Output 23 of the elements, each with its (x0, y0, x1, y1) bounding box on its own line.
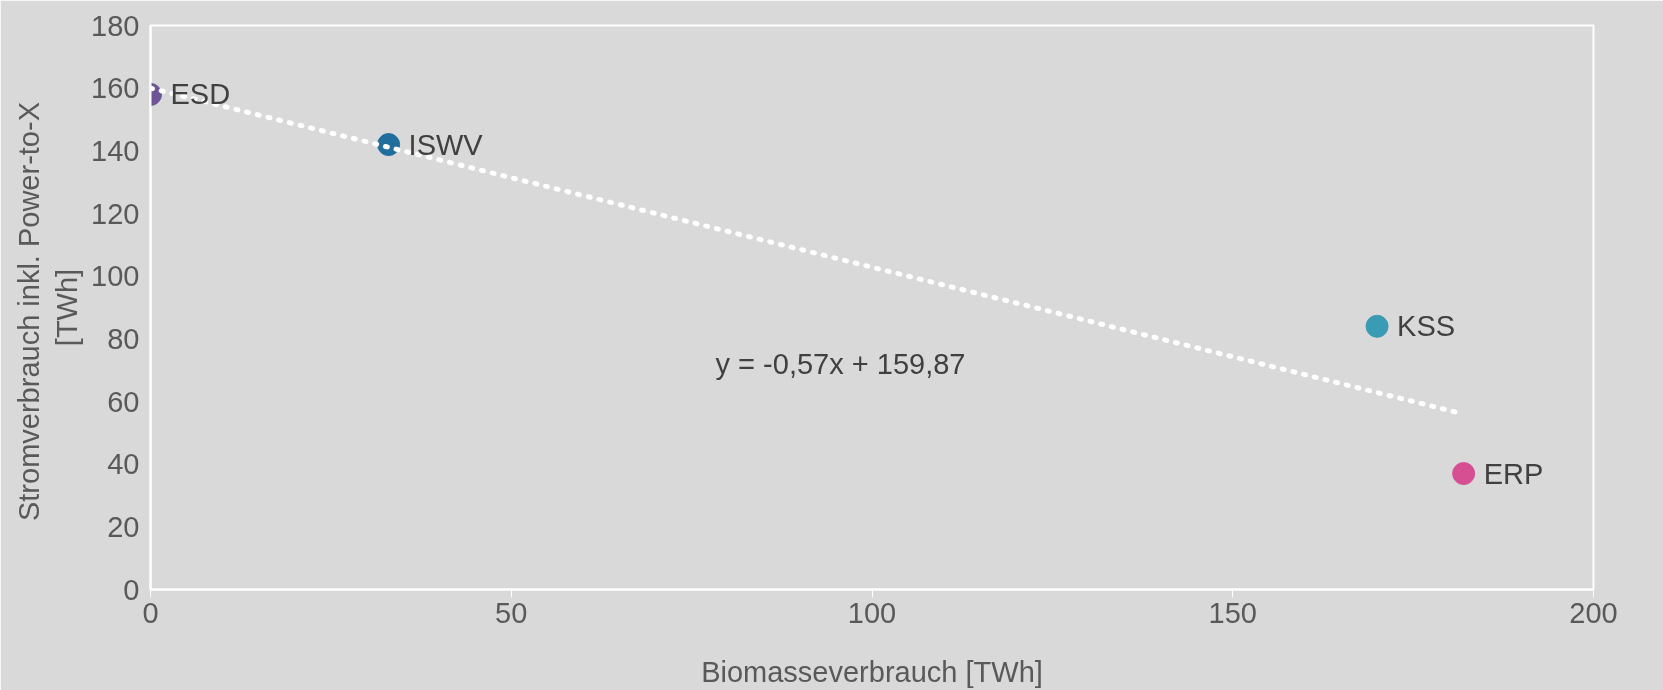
y-tick-label: 140 (91, 134, 140, 167)
x-axis-title: Biomasseverbrauch [TWh] (701, 655, 1043, 688)
y-tick-label: 80 (107, 322, 140, 355)
y-tick-label: 180 (91, 9, 140, 42)
series-label: KSS (1397, 310, 1456, 343)
y-tick-label: 40 (107, 448, 140, 481)
y-tick-label: 100 (91, 260, 140, 293)
point (1452, 462, 1476, 486)
series-label: ERP (1483, 457, 1544, 490)
y-tick-label: 60 (107, 385, 140, 418)
y-tick-label: 120 (91, 197, 140, 230)
y-tick-label: 20 (107, 510, 140, 543)
y-tick-label: 160 (91, 72, 140, 105)
point (1365, 314, 1389, 338)
x-tick-label: 100 (847, 596, 897, 629)
annotation: y = -0,57x + 159,87 (715, 347, 966, 380)
x-tick-label: 150 (1208, 596, 1257, 629)
x-tick-label: 200 (1569, 596, 1618, 629)
series-label: ISWV (408, 128, 484, 161)
y-axis-title: Stromverbrauch inkl. Power-to-X [TWh] (12, 102, 84, 522)
y-tick-label: 0 (123, 573, 140, 606)
series-label: ESD (170, 78, 231, 111)
x-tick-label: 50 (495, 596, 528, 629)
